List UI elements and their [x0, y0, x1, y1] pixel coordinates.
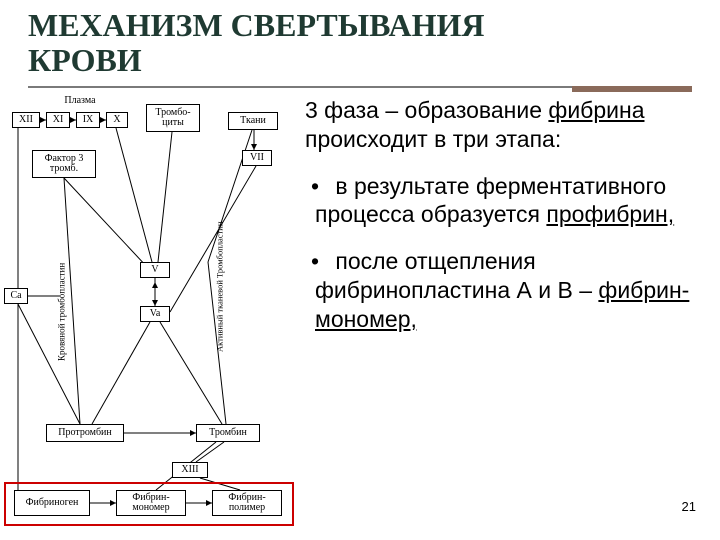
node-thrombin: Тромбин [196, 424, 260, 442]
node-xii: XII [12, 112, 40, 128]
highlight-frame [4, 482, 294, 526]
bullet-1-text: в результате ферментативного процесса об… [315, 173, 674, 228]
node-ca: Ca [4, 288, 28, 304]
node-vii: VII [242, 150, 272, 166]
node-vlabel-left: Кровяной тромбопластин [54, 237, 70, 387]
node-xiii: XIII [172, 462, 208, 478]
slide-title: МЕХАНИЗМ СВЕРТЫВАНИЯ КРОВИ [28, 8, 588, 78]
node-v: V [140, 262, 170, 278]
node-prothrombin: Протромбин [46, 424, 124, 442]
bullet-2: после отщепления фибринопластина А и В –… [305, 247, 710, 333]
node-x: X [106, 112, 128, 128]
node-va: Va [140, 306, 170, 322]
lead-text: 3 фаза – образование фибрина происходит … [305, 97, 644, 152]
node-plasma-label: Плазма [50, 94, 110, 108]
lead-paragraph: 3 фаза – образование фибрина происходит … [305, 96, 710, 154]
node-thrombocytes: Тромбо- циты [146, 104, 200, 132]
node-ix: IX [76, 112, 100, 128]
title-underline [28, 86, 692, 88]
page-number: 21 [682, 499, 696, 514]
slide: МЕХАНИЗМ СВЕРТЫВАНИЯ КРОВИ [0, 0, 720, 540]
title-underline-accent [572, 86, 692, 92]
bullet-1: в результате ферментативного процесса об… [305, 172, 710, 230]
node-vlabel-right: Активный тканевой Тромбопластин [212, 192, 228, 382]
coagulation-diagram: Плазма XII XI IX X Тромбо- циты Ткани VI… [0, 92, 300, 530]
node-xi: XI [46, 112, 70, 128]
bullet-2-text: после отщепления фибринопластина А и В –… [315, 248, 689, 332]
content-text: 3 фаза – образование фибрина происходит … [305, 96, 710, 351]
node-tissue: Ткани [228, 112, 278, 130]
node-factor3: Фактор 3 тромб. [32, 150, 96, 178]
